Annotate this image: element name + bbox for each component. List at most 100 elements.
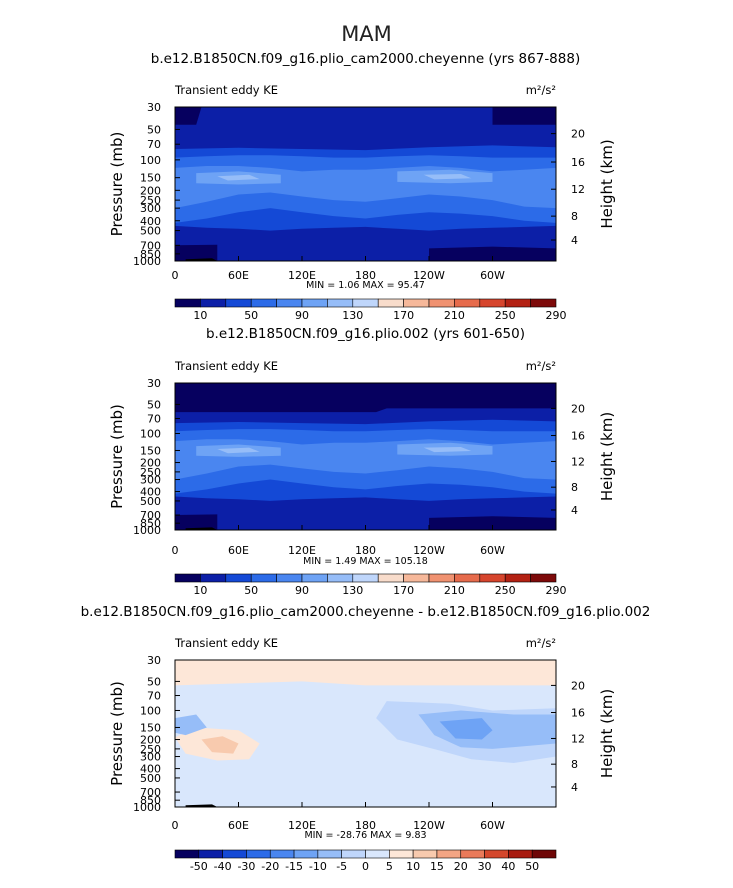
y-tick-label: 700 [140, 786, 161, 799]
colorbar-swatch [454, 298, 481, 308]
y-axis-title: Pressure (mb) [108, 404, 126, 509]
colorbar-swatch [365, 849, 390, 859]
x-tick-label: 60E [228, 269, 249, 282]
y-tick-label: 850 [140, 248, 161, 261]
y-tick-label: 150 [140, 444, 161, 457]
colorbar-label: 250 [495, 309, 516, 322]
colorbar-swatch [436, 849, 462, 859]
colorbar-swatch [222, 849, 247, 859]
y-tick-label: 400 [140, 215, 161, 228]
panel-units-label: m²/s² [526, 83, 556, 97]
colorbar-swatch [454, 573, 481, 583]
y-tick-label: 500 [140, 772, 161, 785]
min-max-stats: MIN = -28.76 MAX = 9.83 [304, 830, 426, 841]
colorbar-label: -30 [237, 860, 255, 873]
y-tick-label: 500 [140, 225, 161, 238]
colorbar-swatch [246, 849, 271, 859]
x-tick-label: 180 [355, 819, 376, 832]
panel-units-label: m²/s² [526, 636, 556, 650]
colorbar-label: 50 [244, 309, 258, 322]
colorbar-swatch [508, 849, 533, 859]
colorbar-label: 90 [295, 584, 309, 597]
y-tick-label: 300 [140, 202, 161, 215]
y-tick-label: 70 [147, 138, 161, 151]
colorbar-swatch [301, 573, 328, 583]
panel-variable-label: Transient eddy KE [174, 359, 278, 373]
contour-fill [439, 718, 493, 740]
colorbar-label: 170 [393, 584, 414, 597]
y-tick-label: 200 [140, 734, 161, 747]
colorbar-swatch [428, 298, 455, 308]
colorbar-swatch [301, 298, 328, 308]
colorbar-swatch [293, 849, 319, 859]
y-tick-label: 50 [147, 123, 161, 136]
colorbar-swatch [412, 849, 438, 859]
colorbar-swatch [341, 849, 366, 859]
contour-fill [429, 246, 556, 261]
x-tick-label: 180 [355, 544, 376, 557]
contour-fill [217, 174, 260, 181]
colorbar-label: -40 [214, 860, 232, 873]
colorbar-label: 50 [525, 860, 539, 873]
panel-variable-label: Transient eddy KE [174, 83, 278, 97]
y2-tick-label: 20 [571, 128, 585, 141]
y-tick-label: 70 [147, 690, 161, 703]
y-tick-label: 150 [140, 721, 161, 734]
colorbar-label: 210 [444, 309, 465, 322]
y2-tick-label: 12 [571, 183, 585, 196]
y-tick-label: 200 [140, 457, 161, 470]
y-tick-label: 850 [140, 794, 161, 807]
colorbar-swatch [504, 573, 531, 583]
colorbar-swatch [460, 849, 485, 859]
y2-tick-label: 8 [571, 758, 578, 771]
y-tick-label: 100 [140, 704, 161, 717]
y-tick-label: 200 [140, 184, 161, 197]
colorbar-swatch [403, 573, 430, 583]
y-tick-label: 300 [140, 751, 161, 764]
colorbar-swatch [484, 849, 509, 859]
colorbar-swatch [317, 849, 342, 859]
colorbar-label: 90 [295, 309, 309, 322]
y2-axis-title: Height (km) [598, 139, 616, 228]
colorbar-label: 20 [454, 860, 468, 873]
panel-title: b.e12.B1850CN.f09_g16.plio_cam2000.cheye… [81, 604, 651, 620]
colorbar-swatch [174, 849, 200, 859]
y-tick-label: 700 [140, 509, 161, 522]
x-tick-label: 120E [288, 819, 316, 832]
contour-fill [423, 174, 472, 180]
colorbar-label: 10 [193, 584, 207, 597]
y-tick-label: 250 [140, 466, 161, 479]
x-tick-label: 60W [480, 269, 505, 282]
x-tick-label: 0 [172, 269, 179, 282]
topography-mask [185, 527, 218, 530]
y-tick-label: 700 [140, 239, 161, 252]
panel-2: b.e12.B1850CN.f09_g16.plio.002 (yrs 601-… [108, 326, 616, 597]
colorbar-swatch [225, 298, 252, 308]
x-tick-label: 120W [413, 819, 445, 832]
y-tick-label: 30 [147, 101, 161, 114]
y-tick-label: 500 [140, 495, 161, 508]
panel-3: b.e12.B1850CN.f09_g16.plio_cam2000.cheye… [81, 604, 651, 873]
y2-axis-title: Height (km) [598, 689, 616, 778]
y-tick-label: 1000 [133, 524, 161, 537]
colorbar-swatch [174, 298, 201, 308]
y-tick-label: 30 [147, 377, 161, 390]
y2-tick-label: 4 [571, 781, 578, 794]
contour-fill [217, 447, 260, 454]
colorbar-swatch [250, 573, 277, 583]
colorbar-label: 10 [193, 309, 207, 322]
panel-title: b.e12.B1850CN.f09_g16.plio.002 (yrs 601-… [206, 326, 525, 342]
contour-fill [175, 714, 207, 736]
y2-tick-label: 20 [571, 402, 585, 415]
colorbar-swatch [377, 298, 404, 308]
x-tick-label: 60E [228, 544, 249, 557]
colorbar-label: 210 [444, 584, 465, 597]
x-tick-label: 0 [172, 544, 179, 557]
page-title: MAM [341, 22, 392, 46]
colorbar-swatch [250, 298, 277, 308]
colorbar-label: 130 [342, 309, 363, 322]
y2-tick-label: 12 [571, 455, 585, 468]
y2-tick-label: 20 [571, 679, 585, 692]
min-max-stats: MIN = 1.06 MAX = 95.47 [306, 280, 425, 291]
